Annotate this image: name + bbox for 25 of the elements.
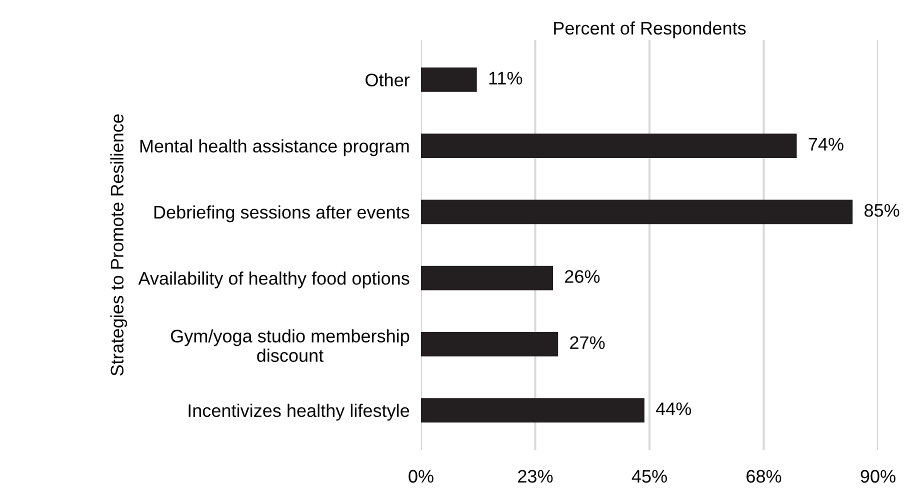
y-tick-label: Debriefing sessions after events [154,205,410,222]
data-label: 44% [656,402,692,416]
y-tick-label: Mental health assistance program [140,139,409,156]
x-tick-label: 90% [860,470,896,483]
bar [421,398,644,423]
x-axis-title: Percent of Respondents [554,21,746,38]
bar [421,67,477,92]
y-tick-label: Other [366,73,410,86]
bar [421,266,554,290]
y-tick-label: Availability of healthy food options [138,272,410,288]
data-label: 27% [570,336,605,349]
x-tick-label: 0% [408,470,434,483]
data-label: 85% [864,204,900,217]
bar [421,200,853,224]
y-tick-label: Incentivizes healthy lifestyle [188,404,410,421]
y-axis-title: Strategies to Promote Resilience [110,114,128,376]
x-tick-label: 23% [518,470,553,483]
bar [421,134,797,158]
data-label: 26% [565,270,600,283]
data-label: 11% [489,72,522,84]
y-tick-label: Gym/yoga studio membership discount [170,329,410,362]
x-tick-label: 68% [746,470,782,483]
bar [421,332,558,356]
x-tick-label: 45% [632,470,667,483]
data-label: 74% [808,138,844,151]
